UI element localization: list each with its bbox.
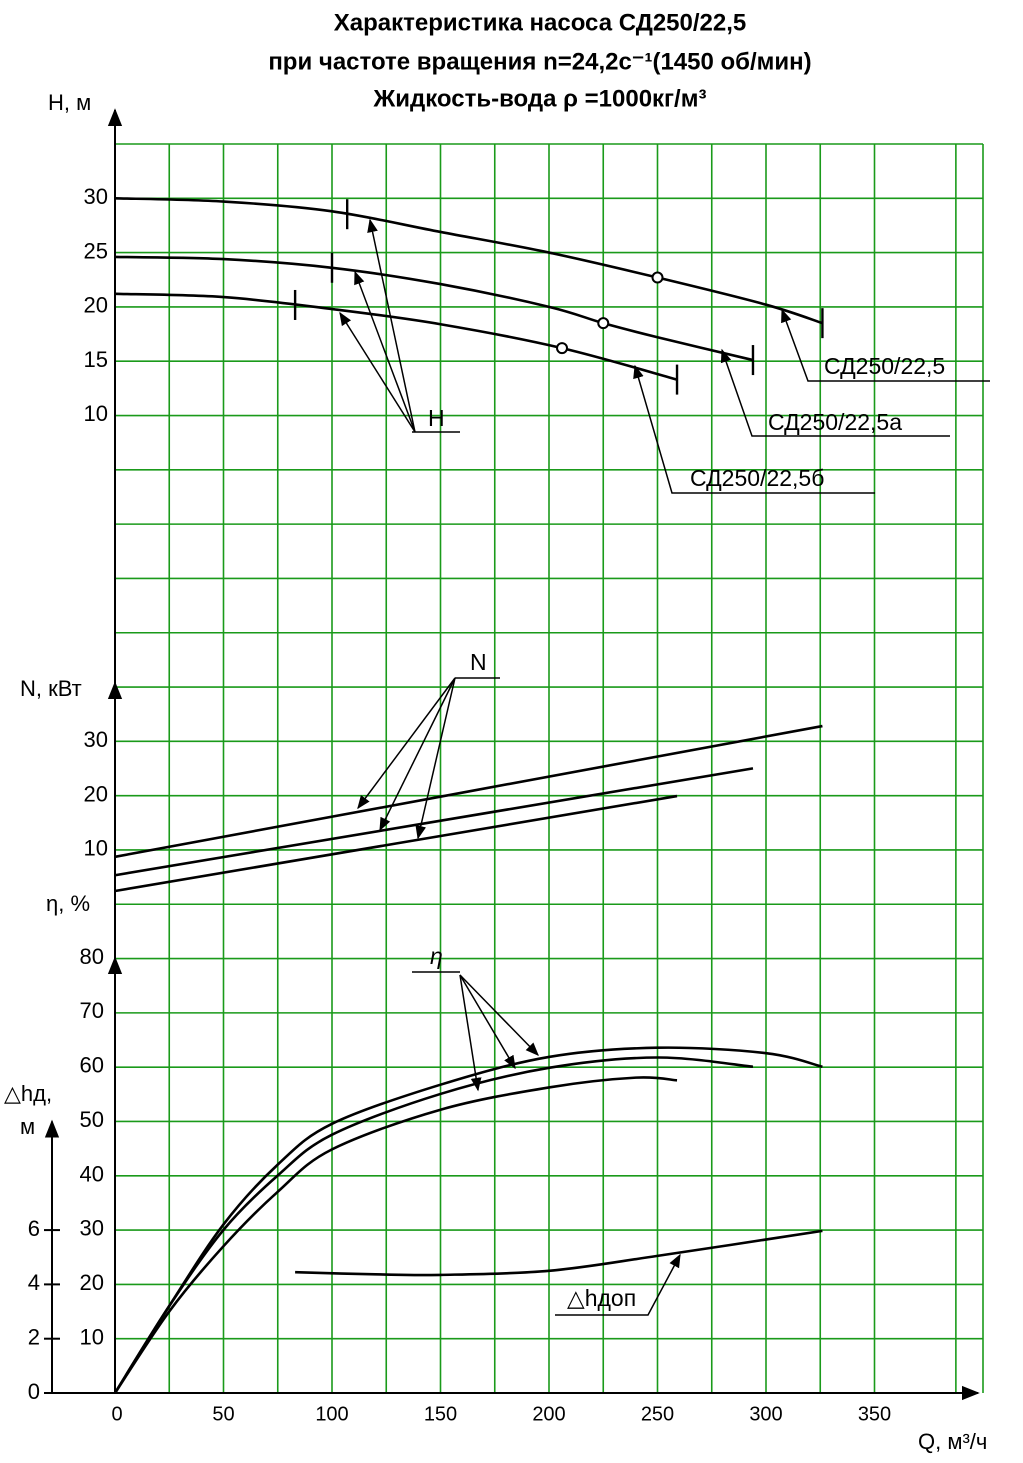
leader-arrow (720, 348, 950, 437)
optimum-point (651, 271, 664, 284)
y-tick-label: 6 (28, 1216, 40, 1241)
y-axis-label: м (20, 1114, 35, 1139)
x-tick-label: 250 (641, 1403, 674, 1425)
series-line (114, 196, 823, 325)
series-line (114, 767, 754, 877)
chart-title: Характеристика насоса СД250/22,5 (334, 9, 747, 36)
series-line (114, 292, 678, 381)
y-tick-label: 20 (80, 1270, 104, 1295)
y-tick-label: 30 (84, 727, 108, 752)
y-tick-label: 70 (80, 998, 104, 1023)
series-label: СД250/22,5а (768, 409, 902, 435)
leader-arrow (354, 270, 416, 433)
series-line (113, 1056, 754, 1394)
y-axis-label: H, м (48, 90, 91, 115)
y-tick-label: 60 (80, 1053, 104, 1078)
y-tick-label: 4 (28, 1270, 40, 1295)
y-tick-label: 15 (84, 347, 108, 372)
y-tick-label: 40 (80, 1161, 104, 1186)
leader-arrow (367, 218, 416, 433)
y-tick-label: 20 (84, 293, 108, 318)
leader-arrow (339, 311, 416, 433)
y-tick-label: 0 (28, 1379, 40, 1404)
x-tick-label: 300 (749, 1403, 782, 1425)
y-axis-label: η, % (46, 891, 90, 916)
y-axis-label: △hд, (4, 1081, 52, 1106)
y-tick-label: 2 (28, 1325, 40, 1350)
y-tick-label: 10 (84, 836, 108, 861)
x-tick-label: 50 (212, 1403, 234, 1425)
series-label: △hдоп (567, 1285, 636, 1311)
grid (115, 143, 984, 1393)
leader-arrow (459, 974, 539, 1056)
chart-subtitle: Жидкость-вода ρ =1000кг/м³ (373, 85, 707, 112)
series-line (114, 255, 754, 362)
series-label: СД250/22,5 (824, 353, 945, 379)
series-line (114, 794, 678, 893)
series-label: СД250/22,5б (690, 465, 824, 491)
leader-arrow (633, 364, 875, 494)
y-axis-label: N, кВт (20, 676, 82, 701)
y-tick-label: 30 (84, 184, 108, 209)
y-tick-label: 50 (80, 1107, 104, 1132)
y-tick-label: 10 (80, 1324, 104, 1349)
x-tick-label: 200 (532, 1403, 565, 1425)
chart-subtitle: при частоте вращения n=24,2c⁻¹(1450 об/м… (268, 48, 811, 75)
leader-arrow (781, 308, 990, 382)
y-tick-label: 10 (84, 401, 108, 426)
y-tick-label: 80 (80, 944, 104, 969)
y-tick-label: 30 (80, 1216, 104, 1241)
leader-arrow (459, 974, 516, 1070)
optimum-point (556, 342, 569, 355)
leader-arrow (415, 677, 456, 840)
annotation: H (428, 405, 445, 431)
x-tick-label: 150 (424, 1403, 457, 1425)
series-line (113, 1076, 678, 1394)
leader-arrow (357, 677, 456, 810)
leader-arrow (555, 1253, 681, 1316)
annotation: η (430, 943, 443, 969)
y-tick-label: 25 (84, 238, 108, 263)
x-axis-label: Q, м³/ч (918, 1429, 987, 1454)
series-line (114, 724, 823, 859)
annotation: N (470, 649, 487, 675)
y-tick-label: 20 (84, 781, 108, 806)
series-line (295, 1229, 823, 1277)
leader-arrow (459, 974, 482, 1092)
optimum-point (597, 317, 610, 330)
x-tick-label: 100 (315, 1403, 348, 1425)
x-tick-label: 350 (858, 1403, 891, 1425)
x-tick-label: 0 (111, 1403, 122, 1425)
